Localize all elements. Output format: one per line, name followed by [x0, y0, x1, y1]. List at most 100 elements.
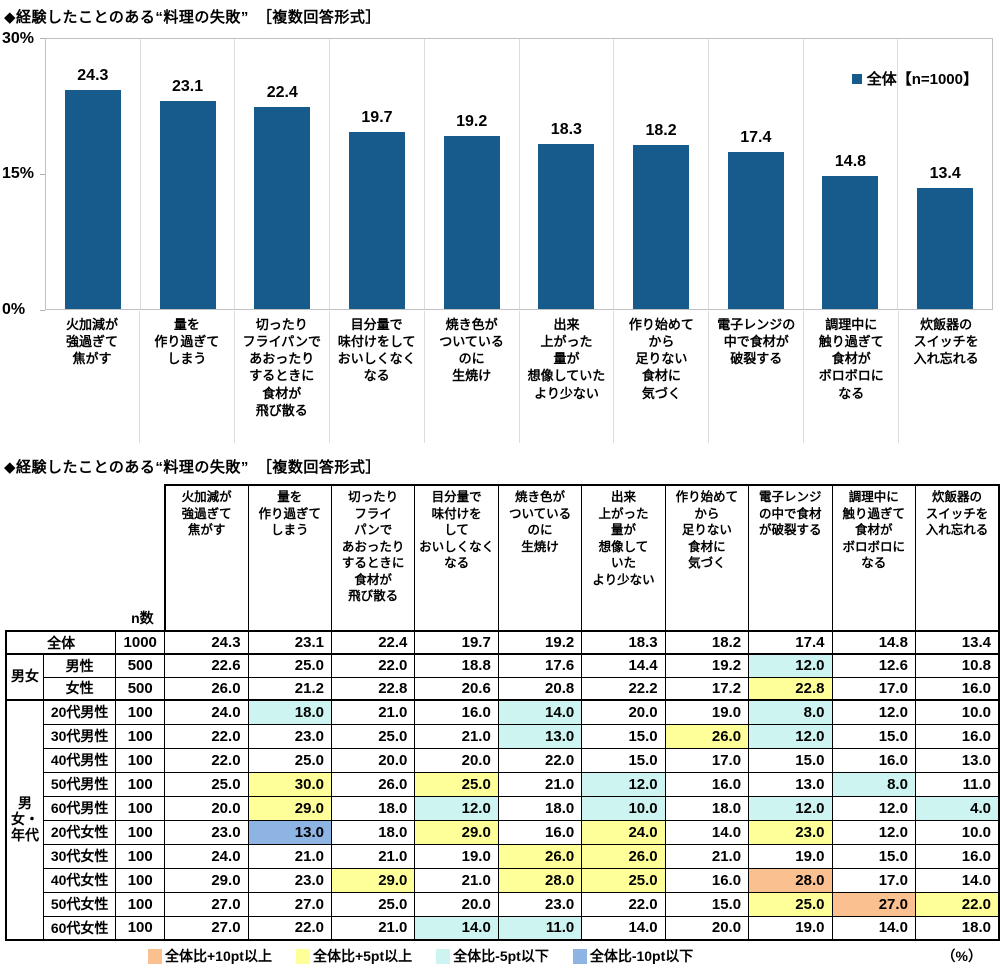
value-cell: 19.0 [664, 699, 750, 725]
legend-label: 全体【n=1000】 [866, 71, 978, 88]
value-cell: 18.0 [664, 795, 750, 821]
value-cell: 20.8 [497, 676, 583, 701]
legend-item: 全体比-10pt以下 [572, 946, 693, 966]
bar-value-label: 18.2 [645, 122, 677, 139]
value-cell: 22.0 [914, 891, 1000, 917]
value-cell: 16.0 [414, 699, 499, 725]
value-cell: 12.0 [831, 819, 916, 845]
n-count-cell: 100 [115, 795, 166, 821]
value-cell: 18.0 [497, 795, 583, 821]
bar [538, 144, 595, 309]
category-label: 出来 上がった 量が 想像していた より少ない [520, 311, 615, 443]
value-cell: 22.0 [330, 653, 416, 678]
table-row: 女性 500 26.0 21.2 22.8 20.6 20.8 22.2 17.2 22.8 17.… [6, 676, 1000, 701]
value-cell: 12.0 [748, 795, 833, 821]
value-cell: 20.6 [414, 676, 499, 701]
value-cell: 4.0 [914, 795, 1000, 821]
value-cell: 21.0 [330, 699, 416, 725]
column-header: 火加減が 強過ぎて 焦がす [163, 484, 249, 632]
n-count-cell: 100 [115, 915, 166, 941]
bar-slot: 22.4 [235, 39, 331, 309]
value-cell: 12.0 [581, 771, 666, 797]
value-cell: 28.0 [748, 867, 833, 893]
value-cell: 25.0 [330, 891, 416, 917]
n-count-cell: 1000 [115, 630, 166, 655]
value-cell: 14.8 [831, 630, 916, 655]
legend-swatch-icon [436, 948, 451, 964]
column-header: 作り始めて から 足りない 食材に 気づく [664, 484, 750, 632]
value-cell: 23.0 [497, 891, 583, 917]
value-cell: 22.0 [581, 891, 666, 917]
row-label: 60代男性 [42, 795, 117, 821]
bar-slot: 18.2 [614, 39, 709, 309]
bar [917, 188, 974, 309]
value-cell: 27.0 [164, 915, 249, 941]
n-count-cell: 100 [115, 723, 166, 749]
n-count-cell: 100 [115, 867, 166, 893]
legend-item-label: 全体比+10pt以上 [165, 948, 272, 964]
value-cell: 10.0 [581, 795, 666, 821]
value-cell: 13.4 [914, 630, 1000, 655]
axis-tick-mark [40, 38, 45, 39]
bar-value-label: 18.3 [550, 121, 582, 138]
value-cell: 17.6 [497, 653, 583, 678]
legend-swatch-icon [851, 73, 862, 84]
value-cell: 25.0 [581, 867, 666, 893]
bar-slot: 17.4 [709, 39, 804, 309]
bar-value-label: 19.2 [456, 113, 488, 130]
value-cell: 27.0 [247, 891, 332, 917]
column-header: 炊飯器の スイッチを 入れ忘れる [914, 484, 1000, 632]
value-cell: 21.0 [414, 867, 499, 893]
value-cell: 22.4 [330, 630, 416, 655]
legend-swatch-icon [572, 948, 587, 964]
bar-plot: 24.3 23.1 22.4 19.7 19.2 18.3 18.2 17.4 14.8 13.4 [45, 38, 993, 310]
n-count-cell: 500 [115, 653, 166, 678]
value-cell: 15.0 [831, 843, 916, 869]
row-label: 30代女性 [42, 843, 117, 869]
value-cell: 25.0 [330, 723, 416, 749]
n-count-cell: 100 [115, 891, 166, 917]
value-cell: 15.0 [664, 891, 750, 917]
value-cell: 28.0 [497, 867, 583, 893]
value-cell: 16.0 [914, 843, 1000, 869]
value-cell: 14.0 [664, 819, 750, 845]
value-cell: 21.0 [330, 843, 416, 869]
value-cell: 22.8 [330, 676, 416, 701]
value-cell: 21.0 [330, 915, 416, 941]
value-cell: 14.0 [914, 867, 1000, 893]
value-cell: 8.0 [831, 771, 916, 797]
value-cell: 20.0 [330, 747, 416, 773]
row-label: 40代男性 [42, 747, 117, 773]
value-cell: 20.0 [414, 747, 499, 773]
value-cell: 27.0 [831, 891, 916, 917]
value-cell: 22.0 [247, 915, 332, 941]
column-header: 切ったり フライ パンで あおったり するときに 食材が 飛び散る [330, 484, 416, 632]
column-header: 焼き色が ついている のに 生焼け [497, 484, 583, 632]
table-row: 40代女性 100 29.0 23.0 29.0 21.0 28.0 25.0 16.0 28.0… [6, 867, 1000, 893]
value-cell: 23.0 [247, 723, 332, 749]
bar-slot: 19.7 [330, 39, 425, 309]
value-cell: 20.0 [664, 915, 750, 941]
category-label: 切ったり フライパンで あおったり するときに 食材が 飛び散る [235, 311, 330, 443]
bar-slot: 24.3 [46, 39, 141, 309]
legend-item: 全体比-5pt以下 [436, 946, 549, 966]
value-cell: 29.0 [247, 795, 332, 821]
row-group-label: 男女・年代 [5, 699, 44, 941]
header-row: n数 火加減が 強過ぎて 焦がす 量を 作り過ぎて しまう 切ったり フライ パンで… [6, 484, 1000, 632]
x-labels: 火加減が 強過ぎて 焦がす 量を 作り過ぎて しまう 切ったり フライパンで あおっ… [45, 311, 993, 443]
category-label: 電子レンジの 中で食材が 破裂する [709, 311, 805, 443]
value-cell: 25.0 [748, 891, 833, 917]
value-cell: 19.0 [414, 843, 499, 869]
bar-slot: 19.2 [425, 39, 520, 309]
value-cell: 25.0 [414, 771, 499, 797]
table-row: 40代男性 100 22.0 25.0 20.0 20.0 22.0 15.0 17.0 15.0… [6, 747, 1000, 773]
category-label: 火加減が 強過ぎて 焦がす [45, 311, 140, 443]
data-table-section: ◆経験したことのある“料理の失敗” ［複数回答形式］ n数 火加減が 強過ぎて … [0, 456, 1000, 966]
row-label: 男性 [42, 653, 117, 678]
table-row: 60代男性 100 20.0 29.0 18.0 12.0 18.0 10.0 18.0 12.0… [6, 795, 1000, 821]
value-cell: 16.0 [664, 771, 750, 797]
value-cell: 13.0 [748, 771, 833, 797]
value-cell: 18.0 [330, 795, 416, 821]
value-cell: 26.0 [497, 843, 583, 869]
value-cell: 12.0 [748, 653, 833, 678]
